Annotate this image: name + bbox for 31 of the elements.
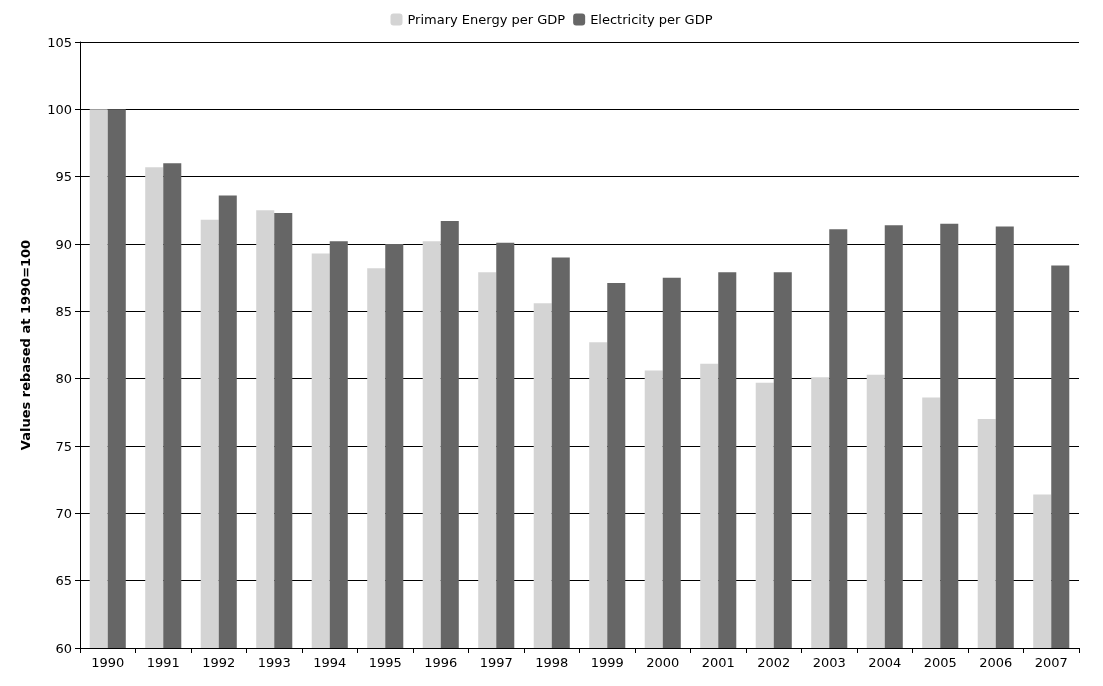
- y-tick-label: 75: [55, 438, 72, 454]
- x-tick-label: 1996: [424, 655, 458, 670]
- y-tick-label: 100: [47, 101, 72, 117]
- y-axis-title: Values rebased at 1990=100: [18, 239, 33, 451]
- x-tick-label: 2005: [923, 655, 957, 670]
- x-tick-label: 2007: [1034, 655, 1068, 670]
- y-tick-label: 65: [55, 573, 72, 589]
- y-tick-label: 95: [55, 169, 72, 185]
- x-tick-label: 2001: [701, 655, 735, 670]
- x-tick-label: 1997: [479, 655, 513, 670]
- x-tick-label: 2004: [868, 655, 902, 670]
- x-tick-label: 1993: [257, 655, 291, 670]
- x-tick-label: 1994: [313, 655, 347, 670]
- y-tick-label: 60: [55, 640, 72, 656]
- legend-label: Primary Energy per GDP: [407, 12, 566, 27]
- x-tick-label: 2006: [979, 655, 1013, 670]
- x-tick-label: 1995: [368, 655, 402, 670]
- x-tick-label: 1991: [146, 655, 180, 670]
- x-tick-label: 2003: [812, 655, 846, 670]
- legend-label: Electricity per GDP: [590, 12, 713, 27]
- y-tick-label: 105: [47, 34, 72, 50]
- x-tick-label: 2002: [757, 655, 791, 670]
- y-tick-label: 70: [55, 505, 72, 521]
- y-tick-label: 80: [55, 371, 72, 387]
- x-tick-label: 1999: [590, 655, 624, 670]
- y-tick-label: 85: [55, 303, 72, 319]
- y-tick-label: 90: [55, 236, 72, 252]
- x-tick-label: 1998: [535, 655, 569, 670]
- x-tick-label: 2000: [646, 655, 680, 670]
- x-tick-label: 1992: [202, 655, 236, 670]
- x-tick-label: 1990: [91, 655, 125, 670]
